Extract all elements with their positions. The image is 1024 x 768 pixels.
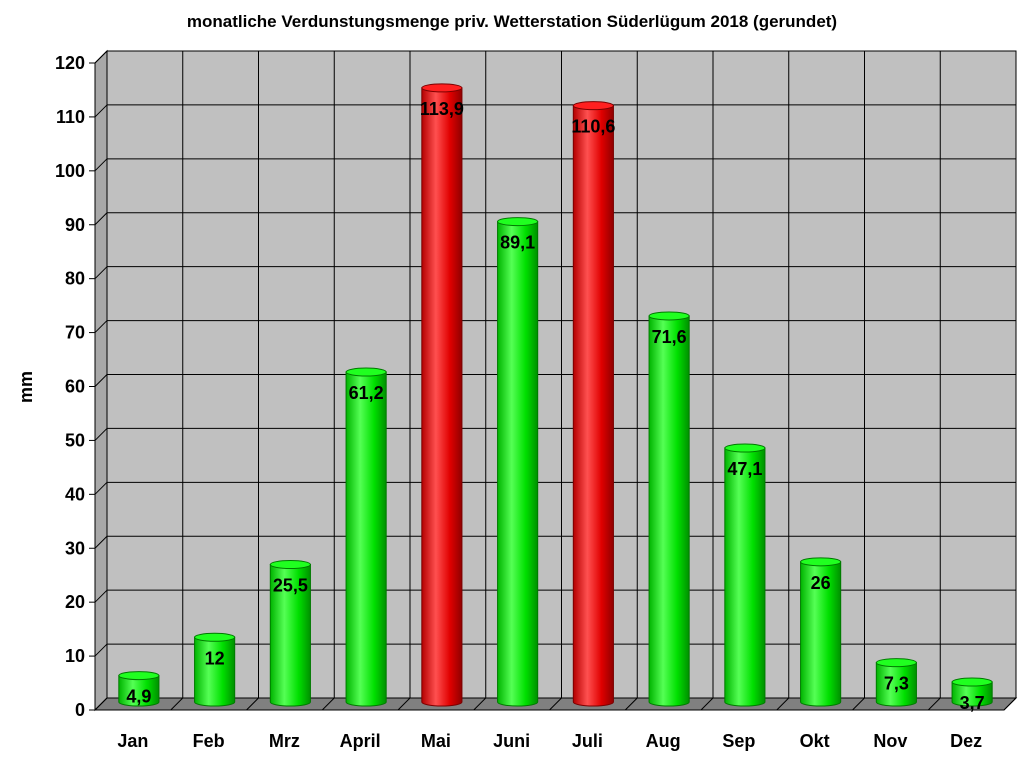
data-label-Jan: 4,9 bbox=[126, 687, 151, 707]
bar-cap-Aug bbox=[648, 311, 690, 321]
x-tick-label-Sep: Sep bbox=[722, 731, 755, 751]
x-tick-label-Okt: Okt bbox=[800, 731, 830, 751]
y-tick-label: 10 bbox=[65, 646, 85, 666]
data-label-Mai: 113,9 bbox=[420, 99, 464, 119]
y-tick-label: 110 bbox=[56, 107, 85, 127]
floor-gridline bbox=[549, 697, 562, 711]
y-tick-label: 100 bbox=[55, 161, 85, 181]
data-label-April: 61,2 bbox=[349, 383, 384, 403]
floor-gridline bbox=[852, 697, 865, 711]
x-tick-label-Mrz: Mrz bbox=[269, 731, 300, 751]
y-tick-label: 30 bbox=[65, 538, 85, 558]
x-tick-label-Juli: Juli bbox=[572, 731, 603, 751]
gridline-side bbox=[94, 535, 108, 549]
bar-cap-Sep bbox=[724, 443, 766, 453]
floor-gridline bbox=[927, 697, 941, 711]
gridline-side bbox=[94, 104, 108, 118]
bar-Jan bbox=[118, 675, 160, 707]
y-tick-label: 40 bbox=[65, 484, 85, 504]
y-tick-label: 0 bbox=[75, 700, 85, 720]
x-tick-label-Juni: Juni bbox=[493, 731, 530, 751]
bar-cap-Juni bbox=[497, 217, 539, 227]
data-label-Dez: 3,7 bbox=[960, 693, 985, 713]
gridline-side bbox=[94, 320, 108, 333]
gridline-side bbox=[94, 481, 108, 495]
bar-Dez bbox=[951, 681, 993, 707]
y-axis-label: mm bbox=[16, 371, 36, 403]
bar-cap-Dez bbox=[951, 677, 993, 687]
y-tick-label: 50 bbox=[65, 430, 85, 450]
data-label-Juli: 110,6 bbox=[571, 117, 615, 137]
data-label-Aug: 71,6 bbox=[652, 327, 687, 347]
bar-cap-Okt bbox=[800, 557, 842, 567]
x-tick-label-Dez: Dez bbox=[950, 731, 982, 751]
floor-gridline bbox=[700, 697, 714, 711]
gridline-side bbox=[94, 589, 108, 603]
bar-Juni bbox=[497, 221, 539, 707]
x-tick-label-Aug: Aug bbox=[646, 731, 681, 751]
floor-gridline bbox=[624, 697, 638, 711]
floor-gridline bbox=[776, 697, 790, 711]
bar-Nov bbox=[875, 662, 917, 707]
y-tick-label: 60 bbox=[65, 377, 85, 397]
bar-April bbox=[345, 371, 387, 707]
y-tick-label: 20 bbox=[65, 592, 85, 612]
data-label-Sep: 47,1 bbox=[727, 459, 762, 479]
data-label-Mrz: 25,5 bbox=[273, 576, 308, 596]
chart-title: monatliche Verdunstungsmenge priv. Wette… bbox=[187, 12, 837, 31]
bar-cap-Nov bbox=[875, 658, 917, 668]
bar-Mrz bbox=[269, 564, 311, 707]
y-tick-label: 70 bbox=[65, 323, 85, 343]
floor-gridline bbox=[397, 697, 411, 711]
data-label-Nov: 7,3 bbox=[884, 674, 909, 694]
y-tick-label: 80 bbox=[65, 269, 85, 289]
gridline-side bbox=[94, 266, 108, 280]
bar-cap-Mai bbox=[421, 83, 463, 93]
gridline-side bbox=[94, 428, 108, 441]
floor-gridline bbox=[170, 697, 184, 711]
bar-cap-April bbox=[345, 367, 387, 377]
gridline-side bbox=[94, 374, 108, 387]
x-tick-label-Nov: Nov bbox=[873, 731, 907, 751]
x-tick-label-Feb: Feb bbox=[193, 731, 225, 751]
data-label-Okt: 26 bbox=[811, 573, 831, 593]
bar-Okt bbox=[800, 561, 842, 707]
floor-gridline bbox=[246, 697, 259, 711]
x-tick-label-Jan: Jan bbox=[117, 731, 148, 751]
bar-Feb bbox=[194, 636, 236, 707]
data-label-Feb: 12 bbox=[205, 648, 225, 668]
bar-cap-Jan bbox=[118, 671, 160, 681]
floor-gridline bbox=[94, 697, 108, 711]
bar-Mai bbox=[421, 87, 463, 707]
floor-gridline bbox=[321, 697, 335, 711]
data-label-Juni: 89,1 bbox=[500, 233, 535, 253]
gridline-side bbox=[94, 50, 108, 64]
bar-Juli bbox=[572, 105, 614, 707]
floor-gridline bbox=[473, 697, 487, 711]
gridline-side bbox=[94, 643, 108, 657]
x-tick-label-April: April bbox=[340, 731, 381, 751]
y-tick-label: 90 bbox=[65, 215, 85, 235]
gridline-side bbox=[94, 158, 108, 172]
bar-Sep bbox=[724, 447, 766, 707]
x-tick-label-Mai: Mai bbox=[421, 731, 451, 751]
gridline-side bbox=[94, 212, 108, 226]
bar-cap-Feb bbox=[194, 632, 236, 642]
bar-Aug bbox=[648, 315, 690, 707]
floor-gridline bbox=[1003, 697, 1017, 711]
bar-cap-Mrz bbox=[269, 560, 311, 570]
bar-cap-Juli bbox=[572, 101, 614, 111]
plot-area: 0 10 20 30 40 50 60 70 80 90 100 110 120 4,9 Jan 12 Feb 2… bbox=[55, 49, 1018, 751]
y-tick-label: 120 bbox=[55, 53, 85, 73]
